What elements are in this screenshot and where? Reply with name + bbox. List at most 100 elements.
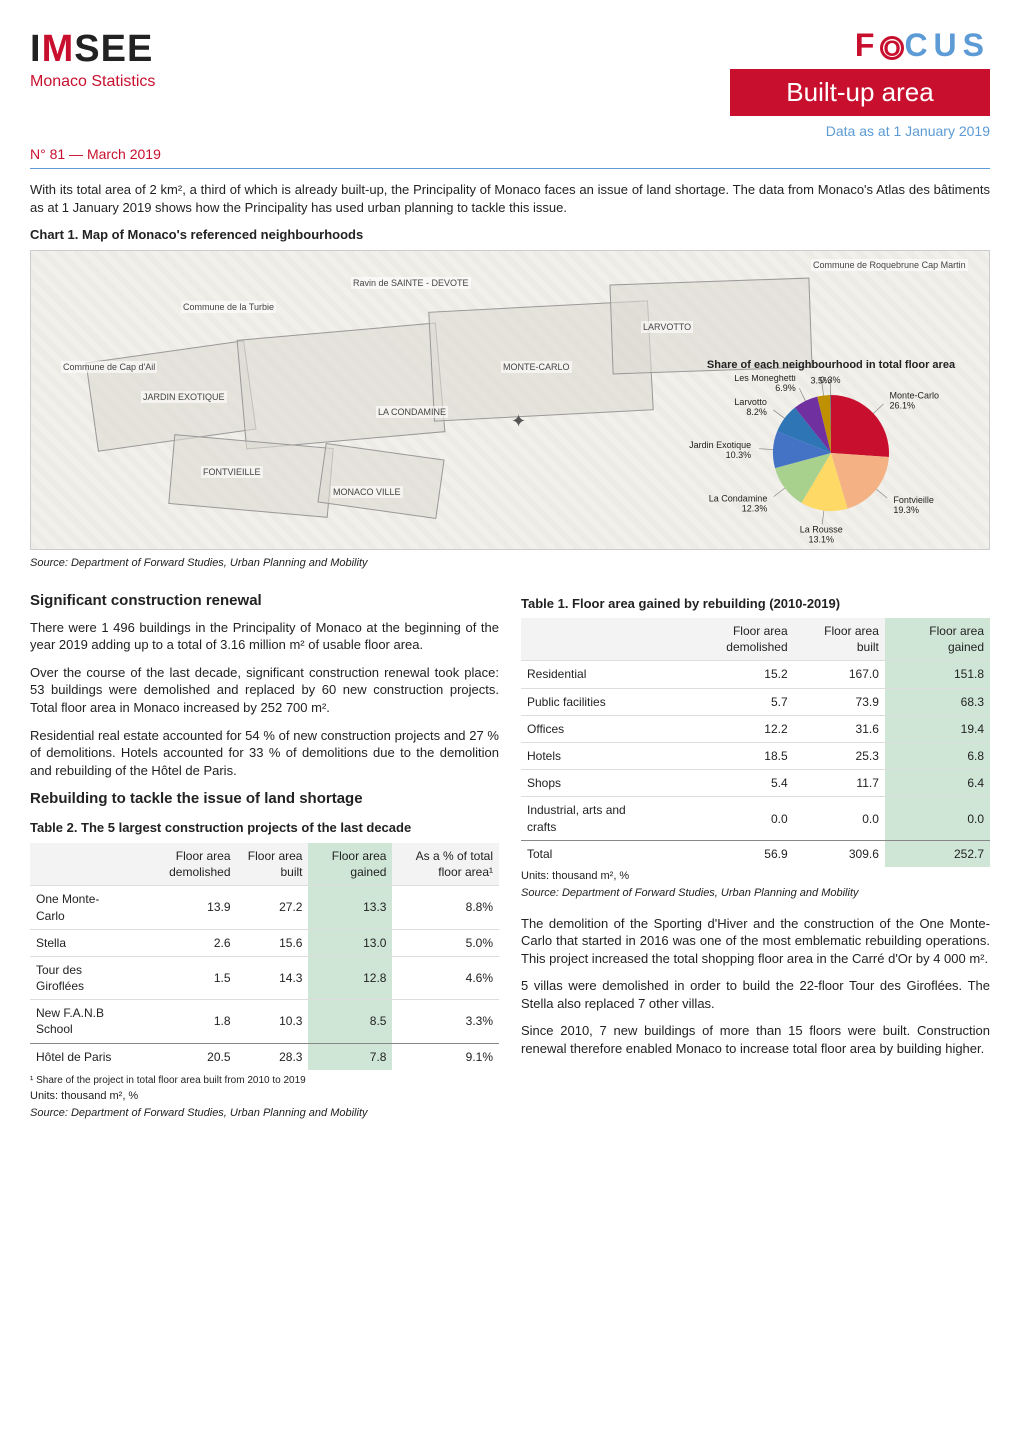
map-label: Commune de Roquebrune Cap Martin: [811, 259, 968, 271]
table-cell: 19.4: [885, 715, 990, 742]
table-cell: 5.7: [663, 688, 793, 715]
pie-leader-line: [759, 448, 773, 449]
table2-col1: Floor area demolished: [127, 843, 236, 886]
map-region: [237, 322, 446, 449]
table-cell: One Monte-Carlo: [30, 886, 127, 929]
table-cell: 73.9: [794, 688, 885, 715]
two-column-body: Significant construction renewal There w…: [30, 585, 990, 1135]
map-label: FONTVIEILLE: [201, 466, 263, 478]
table-cell: Stella: [30, 929, 127, 956]
table-cell: 28.3: [237, 1043, 309, 1070]
page: IMSEE Monaco Statistics FOCUS Built-up a…: [0, 0, 1020, 1165]
table-cell: 309.6: [794, 840, 885, 867]
pie-slice-label: La Condamine12.3%: [709, 493, 768, 513]
left-p3: Residential real estate accounted for 54…: [30, 727, 499, 780]
table-cell: 13.0: [308, 929, 392, 956]
focus-word: FOCUS: [730, 24, 990, 67]
pie-slice: [831, 395, 889, 457]
intro-paragraph: With its total area of 2 km², a third of…: [30, 181, 990, 216]
table2-units: Units: thousand m², %: [30, 1089, 499, 1104]
table-cell: 6.4: [885, 770, 990, 797]
pie-slice-label: Les Moneghetti6.9%: [734, 375, 796, 393]
table-cell: Offices: [521, 715, 663, 742]
table-cell: 14.3: [237, 956, 309, 999]
pie-slice-label: Larvotto8.2%: [734, 397, 767, 417]
map-label: MONTE-CARLO: [501, 361, 572, 373]
table-cell: 15.6: [237, 929, 309, 956]
table-cell: 20.5: [127, 1043, 236, 1070]
table1-col0: [521, 618, 663, 661]
map-label: Commune de Cap d'Ail: [61, 361, 157, 373]
table1-col3: Floor area gained: [885, 618, 990, 661]
pie-slice-label: Monte-Carlo26.1%: [889, 390, 939, 410]
table-cell: 12.2: [663, 715, 793, 742]
map-label: MONACO VILLE: [331, 486, 403, 498]
table-cell: 56.9: [663, 840, 793, 867]
table2-col4: As a % of total floor area¹: [392, 843, 499, 886]
issue-number: N° 81 — March 2019: [30, 145, 161, 164]
right-p3: Since 2010, 7 new buildings of more than…: [521, 1022, 990, 1057]
table-cell: 252.7: [885, 840, 990, 867]
table2-title: Table 2. The 5 largest construction proj…: [30, 819, 499, 837]
table-cell: 13.3: [308, 886, 392, 929]
heading-renewal: Significant construction renewal: [30, 591, 499, 611]
table-row: Stella2.615.613.05.0%: [30, 929, 499, 956]
table2-footnote: ¹ Share of the project in total floor ar…: [30, 1074, 499, 1088]
table-cell: Industrial, arts and crafts: [521, 797, 663, 840]
map-label: JARDIN EXOTIQUE: [141, 391, 227, 403]
pie-slice-label: La Rousse13.1%: [800, 524, 843, 544]
table-cell: 27.2: [237, 886, 309, 929]
table1-units: Units: thousand m², %: [521, 869, 990, 884]
map-label: LA CONDAMINE: [376, 406, 448, 418]
table1-source: Source: Department of Forward Studies, U…: [521, 886, 990, 901]
table-cell: 5.0%: [392, 929, 499, 956]
table1-header-row: Floor area demolished Floor area built F…: [521, 618, 990, 661]
table-row: Offices12.231.619.4: [521, 715, 990, 742]
table-cell: Tour des Giroflées: [30, 956, 127, 999]
table-cell: 0.0: [794, 797, 885, 840]
table-cell: 18.5: [663, 743, 793, 770]
table-cell: 0.0: [663, 797, 793, 840]
table-row: Hôtel de Paris20.528.37.89.1%: [30, 1043, 499, 1070]
table-cell: 7.8: [308, 1043, 392, 1070]
table2-header-row: Floor area demolished Floor area built F…: [30, 843, 499, 886]
header: IMSEE Monaco Statistics FOCUS Built-up a…: [30, 24, 990, 141]
table-cell: 15.2: [663, 661, 793, 688]
table-cell: New F.A.N.B School: [30, 1000, 127, 1043]
table-cell: Hôtel de Paris: [30, 1043, 127, 1070]
issue-row: N° 81 — March 2019: [30, 145, 990, 169]
table2: Floor area demolished Floor area built F…: [30, 843, 499, 1070]
table-row: New F.A.N.B School1.810.38.53.3%: [30, 1000, 499, 1043]
focus-block: FOCUS Built-up area Data as at 1 January…: [730, 24, 990, 141]
table-cell: Residential: [521, 661, 663, 688]
table-cell: Hotels: [521, 743, 663, 770]
table-cell: Shops: [521, 770, 663, 797]
table-cell: 31.6: [794, 715, 885, 742]
pie-slice-label: Fontvieille19.3%: [893, 495, 934, 515]
table2-col0: [30, 843, 127, 886]
pie-leader-line: [873, 404, 883, 414]
table-cell: Total: [521, 840, 663, 867]
table-cell: 5.4: [663, 770, 793, 797]
map-label: Ravin de SAINTE - DEVOTE: [351, 277, 471, 289]
table-cell: 6.8: [885, 743, 990, 770]
table-cell: 8.5: [308, 1000, 392, 1043]
right-p1: The demolition of the Sporting d'Hiver a…: [521, 915, 990, 968]
table-cell: 151.8: [885, 661, 990, 688]
table-cell: 1.8: [127, 1000, 236, 1043]
table2-col3: Floor area gained: [308, 843, 392, 886]
pie-leader-line: [876, 489, 887, 498]
table-cell: 25.3: [794, 743, 885, 770]
table-cell: 12.8: [308, 956, 392, 999]
pie-title: Share of each neighbourhood in total flo…: [681, 358, 981, 373]
table1-col1: Floor area demolished: [663, 618, 793, 661]
built-band: Built-up area: [730, 69, 990, 116]
table-cell: 10.3: [237, 1000, 309, 1043]
table-cell: 4.6%: [392, 956, 499, 999]
table-cell: 1.5: [127, 956, 236, 999]
table-row: Industrial, arts and crafts0.00.00.0: [521, 797, 990, 840]
pie-leader-line: [773, 410, 784, 418]
pie-leader-line: [799, 388, 805, 401]
table1: Floor area demolished Floor area built F…: [521, 618, 990, 867]
table-row: Shops5.411.76.4: [521, 770, 990, 797]
